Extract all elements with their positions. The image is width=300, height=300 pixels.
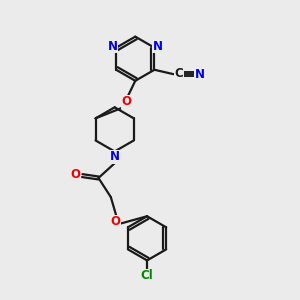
Text: Cl: Cl: [141, 269, 153, 282]
Text: O: O: [71, 168, 81, 181]
Text: O: O: [122, 95, 131, 108]
Text: O: O: [110, 215, 121, 228]
Text: N: N: [153, 40, 163, 53]
Text: N: N: [108, 40, 118, 53]
Text: C: C: [175, 67, 183, 80]
Text: N: N: [195, 68, 205, 81]
Text: N: N: [110, 150, 120, 163]
